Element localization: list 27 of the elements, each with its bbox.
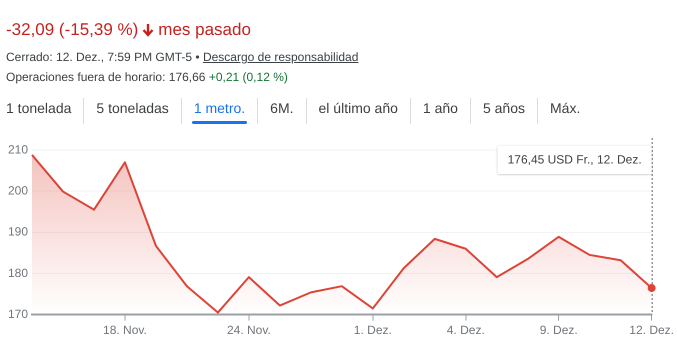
- x-tick-label: 9. Dez.: [540, 323, 578, 338]
- x-tick-label: 18. Nov.: [103, 323, 147, 338]
- text: 5 años: [470, 98, 537, 124]
- y-tick-label: 200: [8, 183, 28, 198]
- x-tick-label: 1. Dez.: [354, 323, 392, 338]
- text: 5 toneladas: [83, 98, 181, 124]
- text: 1 tonelada: [5, 99, 72, 118]
- y-tick-label: 170: [8, 306, 28, 321]
- text: +0,21 (0,12 %): [208, 70, 288, 84]
- y-tick-label: 190: [8, 224, 28, 239]
- annotation: 176,45 USD Fr., 12. Dez.: [508, 152, 642, 166]
- text: 1 metro.: [180, 98, 258, 124]
- text: Cerrado: 12. Dez., 7:59 PM GMT-5 •: [6, 50, 201, 64]
- x-tick-label: 4. Dez.: [446, 323, 485, 338]
- x-tick-label: 24. Nov.: [226, 323, 271, 338]
- text: Máx.: [537, 98, 592, 124]
- text: 6M.: [257, 98, 306, 124]
- x-tick-label: 12. Dez.: [629, 323, 674, 338]
- text: el último año: [306, 98, 410, 124]
- text: mes pasado: [158, 20, 251, 40]
- text: Operaciones fuera de horario:: [6, 70, 166, 84]
- text: 1 año: [410, 98, 470, 124]
- y-tick-label: 210: [8, 142, 28, 156]
- y-tick-label: 180: [8, 266, 28, 280]
- text: -32,09 (-15,39 %): [6, 20, 138, 40]
- text: Descargo de responsabilidad: [202, 50, 358, 64]
- text: 176,66: [168, 70, 206, 84]
